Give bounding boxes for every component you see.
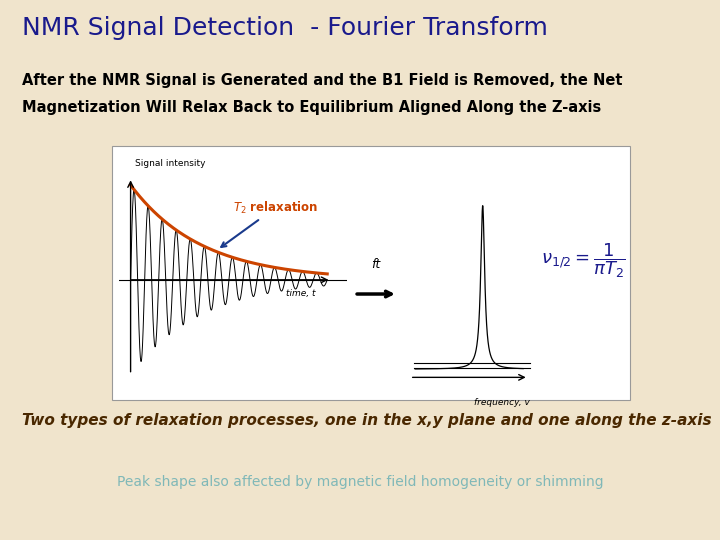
Text: time, t: time, t xyxy=(286,289,315,298)
Text: After the NMR Signal is Generated and the B1 Field is Removed, the Net: After the NMR Signal is Generated and th… xyxy=(22,73,622,88)
Text: Two types of relaxation processes, one in the x,y plane and one along the z-axis: Two types of relaxation processes, one i… xyxy=(22,413,711,428)
FancyBboxPatch shape xyxy=(112,146,630,400)
Text: frequency, v: frequency, v xyxy=(474,398,529,407)
Text: Peak shape also affected by magnetic field homogeneity or shimming: Peak shape also affected by magnetic fie… xyxy=(117,475,603,489)
Text: Signal intensity: Signal intensity xyxy=(135,159,205,168)
Text: ft: ft xyxy=(372,258,381,271)
Text: $\nu_{1/2} = \dfrac{1}{\pi T_2}$: $\nu_{1/2} = \dfrac{1}{\pi T_2}$ xyxy=(541,242,626,280)
Text: NMR Signal Detection  - Fourier Transform: NMR Signal Detection - Fourier Transform xyxy=(22,16,547,40)
Text: $T_2$ relaxation: $T_2$ relaxation xyxy=(221,200,318,247)
Text: Magnetization Will Relax Back to Equilibrium Aligned Along the Z-axis: Magnetization Will Relax Back to Equilib… xyxy=(22,100,601,115)
